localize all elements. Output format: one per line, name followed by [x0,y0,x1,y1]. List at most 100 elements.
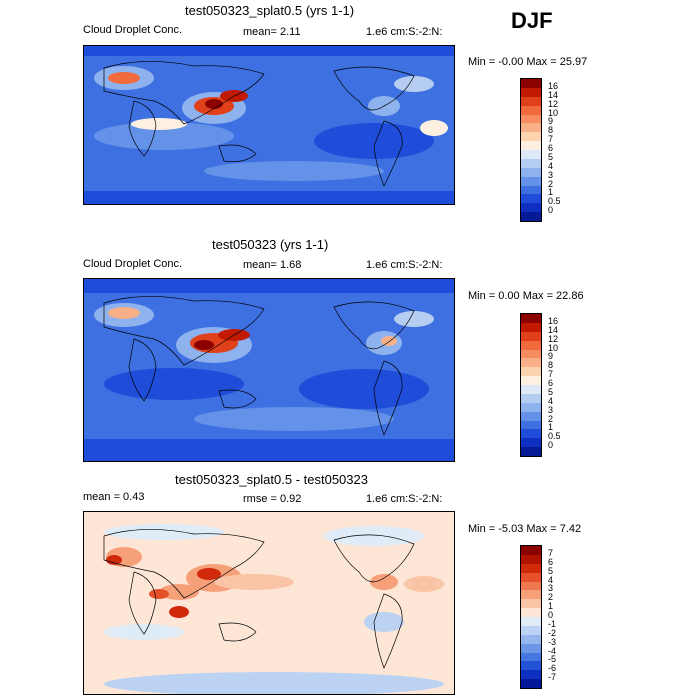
colorbar-tick-label: 6 [548,143,554,153]
panel1-mean: mean= 2.11 [243,26,301,38]
colorbar-tick-label: 1 [548,422,554,433]
colorbar-swatch [521,385,541,394]
panel2-colorbar [520,313,542,457]
colorbar-tick-label: 14 [548,89,559,100]
colorbar-tick-label: 5 [548,386,554,397]
panel2-field-label: Cloud Droplet Conc. [83,258,183,270]
colorbar-tick-label: 7 [548,134,554,145]
colorbar-swatch [521,429,541,439]
colorbar-tick-label: -6 [548,663,557,674]
colorbar-swatch [521,572,541,582]
colorbar-tick-label: 12 [548,98,559,109]
colorbar-tick-label: -3 [548,636,557,647]
colorbar-tick-label: 5 [548,151,554,162]
panel2-title: test050323 (yrs 1-1) [212,237,329,252]
panel3-units: 1.e6 cm:S:-2:N: [366,493,443,505]
colorbar-swatch [521,150,541,159]
colorbar-swatch [521,599,541,609]
colorbar-tick-label: -5 [548,654,557,665]
panel2-mean: mean= 1.68 [243,259,302,271]
colorbar-tick-label: 3 [548,583,554,594]
colorbar-swatch [521,331,541,341]
colorbar-swatch [521,376,541,385]
colorbar-swatch [521,114,541,124]
colorbar-swatch [521,420,541,430]
colorbar-swatch [521,314,541,323]
colorbar-swatch [521,212,541,221]
colorbar-swatch [521,546,541,555]
colorbar-swatch [521,652,541,662]
colorbar-tick-label: 0.5 [548,196,561,207]
colorbar-swatch [521,608,541,617]
colorbar-swatch [521,105,541,115]
colorbar-swatch [521,158,541,168]
colorbar-tick-label: 4 [548,160,554,171]
colorbar-swatch [521,447,541,456]
colorbar-tick-label: -1 [548,618,557,629]
panel3-map [83,511,455,695]
colorbar-tick-label: 8 [548,125,554,136]
colorbar-tick-label: 6 [548,556,554,567]
colorbar-swatch [521,132,541,142]
colorbar-swatch [521,393,541,403]
colorbar-swatch [521,402,541,412]
colorbar-tick-label: 5 [548,565,554,576]
panel3-rmse: rmse = 0.92 [243,493,302,505]
colorbar-swatch [521,590,541,600]
season-label: DJF [511,8,553,33]
colorbar-swatch [521,141,541,150]
colorbar-swatch [521,670,541,680]
colorbar-swatch [521,176,541,186]
panel3-minmax: Min = -5.03 Max = 7.42 [468,523,582,535]
colorbar-tick-label: 10 [548,107,559,118]
colorbar-tick-label: 9 [548,351,554,362]
colorbar-swatch [521,438,541,448]
colorbar-swatch [521,625,541,635]
colorbar-swatch [521,123,541,133]
colorbar-swatch [521,367,541,377]
colorbar-tick-label: 4 [548,574,554,585]
panel2-minmax: Min = 0.00 Max = 22.86 [468,290,584,302]
colorbar-tick-label: 0 [548,610,554,620]
panel2-units: 1.e6 cm:S:-2:N: [366,259,443,271]
colorbar-swatch [521,554,541,564]
colorbar-tick-label: 16 [548,315,559,326]
colorbar-tick-label: 3 [548,404,554,415]
colorbar-tick-label: 10 [548,342,559,353]
colorbar-tick-label: -2 [548,627,557,638]
colorbar-tick-label: 9 [548,116,554,127]
colorbar-swatch [521,194,541,204]
panel1-colorbar [520,78,542,222]
colorbar-tick-label: 16 [548,80,559,91]
colorbar-tick-label: 1 [548,187,554,198]
colorbar-swatch [521,96,541,106]
panel1-map [83,45,455,205]
panel3-title: test050323_splat0.5 - test050323 [175,472,368,487]
colorbar-tick-label: 14 [548,324,559,335]
colorbar-swatch [521,563,541,573]
panel1-minmax: Min = -0.00 Max = 25.97 [468,56,588,68]
colorbar-swatch [521,643,541,653]
colorbar-tick-label: 7 [548,547,554,558]
colorbar-swatch [521,79,541,88]
colorbar-tick-label: 2 [548,178,554,189]
panel1-title: test050323_splat0.5 (yrs 1-1) [185,3,355,18]
colorbar-tick-label: 6 [548,378,554,388]
colorbar-tick-label: -7 [548,672,557,683]
colorbar-tick-label: -4 [548,645,557,656]
panel3-mean: mean = 0.43 [83,491,145,503]
colorbar-tick-label: 2 [548,413,554,424]
colorbar-swatch [521,679,541,688]
colorbar-swatch [521,167,541,177]
colorbar-tick-label: 2 [548,592,554,603]
colorbar-swatch [521,203,541,213]
colorbar-swatch [521,581,541,591]
colorbar-swatch [521,358,541,368]
colorbar-tick-label: 3 [548,169,554,180]
colorbar-swatch [521,322,541,332]
panel3-colorbar [520,545,542,689]
colorbar-tick-label: 4 [548,395,554,406]
panel2-map [83,278,455,462]
colorbar-tick-label: 0 [548,205,554,216]
colorbar-swatch [521,340,541,350]
